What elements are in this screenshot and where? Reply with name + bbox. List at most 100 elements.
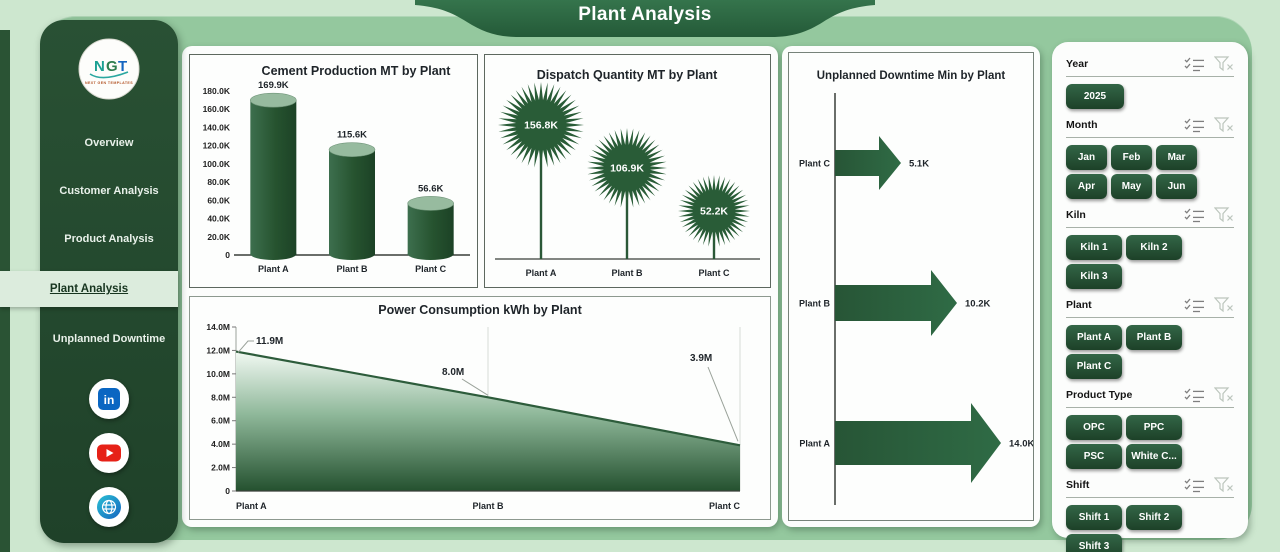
area-series[interactable] — [235, 350, 741, 491]
charts-panel: Cement Production MT by Plant 180.0K 160.0… — [182, 46, 778, 527]
axis-label: Plant A — [236, 501, 267, 511]
axis-label: Plant B — [611, 268, 643, 278]
sidebar-item-customer-analysis[interactable]: Customer Analysis — [59, 185, 159, 197]
logo: N G T NEXT GEN TEMPLATES — [78, 38, 140, 105]
youtube-icon[interactable] — [89, 433, 129, 473]
linkedin-icon[interactable]: in — [89, 379, 129, 419]
svg-text:0: 0 — [225, 486, 230, 496]
social-links: in — [89, 379, 129, 527]
select-all-icon[interactable] — [1184, 388, 1205, 403]
downtime-panel: Unplanned Downtime Min by Plant 5.1K Plant… — [782, 46, 1040, 527]
select-all-icon[interactable] — [1184, 298, 1205, 313]
svg-text:20.0K: 20.0K — [207, 232, 231, 242]
svg-text:NEXT GEN TEMPLATES: NEXT GEN TEMPLATES — [85, 81, 133, 85]
lollipop-plant-a[interactable]: 156.8K — [498, 82, 584, 259]
axis-label: Plant A — [526, 268, 557, 278]
lollipop-plant-c[interactable]: 52.2K — [678, 175, 750, 259]
axis-label: Plant B — [336, 264, 368, 274]
clear-filter-icon[interactable] — [1214, 55, 1234, 73]
divider — [1066, 497, 1234, 498]
data-label: 156.8K — [524, 120, 558, 132]
arrow-plant-b[interactable] — [835, 270, 957, 336]
filter-label: Product Type — [1066, 389, 1133, 401]
clear-filter-icon[interactable] — [1214, 296, 1234, 314]
svg-text:120.0K: 120.0K — [203, 141, 231, 151]
chart-title: Dispatch Quantity MT by Plant — [537, 68, 718, 82]
sidebar-item-plant-analysis[interactable]: Plant Analysis — [0, 271, 178, 307]
filter-section-year: Year 2025 — [1066, 54, 1234, 109]
axis-label: Plant B — [472, 501, 504, 511]
select-all-icon[interactable] — [1184, 478, 1205, 493]
svg-text:2.0M: 2.0M — [211, 463, 230, 473]
data-label: 56.6K — [418, 183, 443, 194]
filter-option-feb[interactable]: Feb — [1111, 145, 1152, 170]
filter-option-plant-a[interactable]: Plant A — [1066, 325, 1122, 350]
filter-option-shift-2[interactable]: Shift 2 — [1126, 505, 1182, 530]
bar-plant-a[interactable] — [250, 92, 297, 260]
arrow-plant-a[interactable] — [835, 403, 1001, 483]
select-all-icon[interactable] — [1184, 118, 1205, 133]
clear-filter-icon[interactable] — [1214, 206, 1234, 224]
filter-label: Shift — [1066, 479, 1090, 491]
sidebar-item-overview[interactable]: Overview — [84, 137, 134, 149]
filter-section-plant: Plant Plant A Plant B Plant C — [1066, 295, 1234, 379]
chart-cement-production[interactable]: Cement Production MT by Plant 180.0K 160.0… — [189, 54, 478, 288]
filter-panel: Year 2025 Month Jan Feb Mar Apr May Jun Kiln Kiln … — [1052, 42, 1248, 552]
filter-option-opc[interactable]: OPC — [1066, 415, 1122, 440]
chart-unplanned-downtime[interactable]: Unplanned Downtime Min by Plant 5.1K Plant… — [788, 52, 1034, 521]
filter-option-ppc[interactable]: PPC — [1126, 415, 1182, 440]
filter-option-may[interactable]: May — [1111, 174, 1152, 199]
filter-option-mar[interactable]: Mar — [1156, 145, 1197, 170]
divider — [1066, 227, 1234, 228]
filter-option-kiln-3[interactable]: Kiln 3 — [1066, 264, 1122, 289]
filter-label: Year — [1066, 58, 1089, 70]
filter-option-jun[interactable]: Jun — [1156, 174, 1197, 199]
globe-icon[interactable] — [89, 487, 129, 527]
filter-option-kiln-2[interactable]: Kiln 2 — [1126, 235, 1182, 260]
filter-label: Month — [1066, 119, 1098, 131]
clear-filter-icon[interactable] — [1214, 116, 1234, 134]
bar-plant-c[interactable] — [407, 196, 454, 260]
bar-plant-b[interactable] — [328, 142, 376, 260]
svg-text:6.0M: 6.0M — [211, 416, 230, 426]
clear-filter-icon[interactable] — [1214, 386, 1234, 404]
filter-option-plant-b[interactable]: Plant B — [1126, 325, 1182, 350]
banner-shape — [415, 0, 875, 37]
filter-option-shift-1[interactable]: Shift 1 — [1066, 505, 1122, 530]
filter-option-plant-c[interactable]: Plant C — [1066, 354, 1122, 379]
sidebar-item-product-analysis[interactable]: Product Analysis — [64, 233, 154, 245]
data-label: 5.1K — [909, 159, 929, 170]
filter-option-jan[interactable]: Jan — [1066, 145, 1107, 170]
filter-option-shift-3[interactable]: Shift 3 — [1066, 534, 1122, 552]
chart-power-consumption[interactable]: Power Consumption kWh by Plant 14.0M 12.0M… — [189, 296, 771, 520]
svg-text:4.0M: 4.0M — [211, 439, 230, 449]
filter-section-shift: Shift Shift 1 Shift 2 Shift 3 — [1066, 475, 1234, 552]
chart-title: Power Consumption kWh by Plant — [378, 303, 582, 317]
svg-text:80.0K: 80.0K — [207, 177, 231, 187]
select-all-icon[interactable] — [1184, 208, 1205, 223]
svg-text:T: T — [118, 58, 127, 75]
sidebar-nav: Overview Customer Analysis Product Analysi… — [0, 119, 178, 363]
axis-label: Plant C — [415, 264, 447, 274]
filter-option-apr[interactable]: Apr — [1066, 174, 1107, 199]
filter-option-white-c[interactable]: White C... — [1126, 444, 1182, 469]
clear-filter-icon[interactable] — [1214, 476, 1234, 494]
filter-option-2025[interactable]: 2025 — [1066, 84, 1124, 109]
filter-section-month: Month Jan Feb Mar Apr May Jun — [1066, 115, 1234, 199]
svg-text:14.0M: 14.0M — [206, 322, 230, 332]
svg-text:in: in — [104, 393, 115, 407]
axis-label: Plant C — [799, 159, 831, 169]
select-all-icon[interactable] — [1184, 57, 1205, 72]
data-label: 10.2K — [965, 299, 990, 310]
filter-option-kiln-1[interactable]: Kiln 1 — [1066, 235, 1122, 260]
filter-option-psc[interactable]: PSC — [1066, 444, 1122, 469]
lollipop-plant-b[interactable]: 106.9K — [587, 128, 667, 259]
svg-text:40.0K: 40.0K — [207, 214, 231, 224]
page-title: Plant Analysis — [578, 4, 712, 25]
arrow-plant-c[interactable] — [835, 136, 901, 190]
sidebar-item-unplanned-downtime[interactable]: Unplanned Downtime — [52, 333, 166, 345]
chart-dispatch-quantity[interactable]: Dispatch Quantity MT by Plant 156.8K Plant… — [484, 54, 771, 288]
svg-text:180.0K: 180.0K — [203, 86, 231, 96]
data-label: 106.9K — [610, 163, 644, 175]
svg-text:160.0K: 160.0K — [203, 104, 231, 114]
